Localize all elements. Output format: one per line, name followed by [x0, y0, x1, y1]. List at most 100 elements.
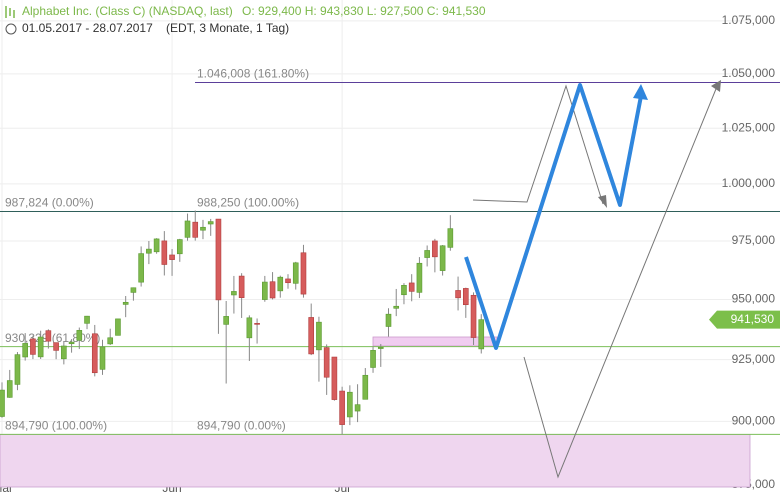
- blue-projection: [464, 83, 643, 350]
- candle-body: [99, 346, 106, 370]
- candle-body: [262, 281, 268, 300]
- candle-body: [45, 330, 52, 342]
- candle-body: [470, 294, 477, 338]
- candle-body: [192, 221, 199, 238]
- gray-projection: [523, 83, 719, 479]
- candle-body: [30, 338, 36, 355]
- arrow-head: [633, 84, 648, 100]
- y-tick-label: 925,000: [732, 352, 776, 366]
- candle-body: [393, 305, 400, 309]
- candle-body: [308, 317, 315, 355]
- level-label: 987,824 (0.00%): [5, 196, 94, 210]
- candle-body: [76, 330, 83, 341]
- zone-box: [372, 336, 498, 347]
- candle-body: [455, 290, 461, 299]
- gray-projection: [472, 84, 604, 205]
- price-tag-label: 941,530: [731, 312, 775, 326]
- candle-body: [354, 404, 361, 412]
- candle-body: [84, 315, 90, 324]
- candle-body: [439, 245, 446, 271]
- level-label: 930,329 (61.80%): [5, 331, 100, 345]
- candle-body: [130, 287, 137, 293]
- candle-body: [161, 240, 168, 265]
- candle-body: [169, 254, 175, 260]
- y-tick-label: 975,000: [732, 233, 776, 247]
- level-label: 894,790 (0.00%): [197, 419, 286, 433]
- candle-body: [447, 228, 454, 248]
- candle-body: [339, 390, 345, 425]
- clock-icon: [5, 23, 17, 35]
- header: Alphabet Inc. (Class C) (NASDAQ, last) O…: [5, 4, 486, 35]
- candle-body: [122, 301, 129, 305]
- candle-body: [292, 262, 299, 284]
- y-tick-label: 1.000,000: [722, 176, 776, 190]
- candle-body: [347, 391, 353, 418]
- quote: O: 929,400 H: 943,830 L: 927,500 C: 941,…: [242, 4, 486, 18]
- candle-body: [277, 276, 284, 292]
- candle-body: [254, 323, 260, 325]
- level-label: 1.046,008 (161.80%): [197, 67, 309, 81]
- candle-body: [478, 319, 485, 350]
- candle-body: [416, 262, 423, 293]
- candle-body: [37, 336, 44, 358]
- candle-body: [300, 252, 307, 295]
- candle-body: [0, 389, 5, 417]
- candle-body: [215, 218, 222, 301]
- candle-body: [331, 356, 338, 400]
- candle-body: [385, 313, 392, 327]
- y-tick-label: 900,000: [732, 414, 776, 428]
- level-label: 894,790 (100.00%): [5, 419, 107, 433]
- candle-body: [138, 253, 144, 283]
- drawings: [464, 80, 721, 479]
- arrow-head: [711, 80, 721, 92]
- candle-body: [323, 347, 330, 378]
- candle-body: [285, 278, 291, 284]
- candle-body: [115, 318, 121, 336]
- chart-title: Alphabet Inc. (Class C) (NASDAQ, last): [22, 4, 233, 18]
- candle-body: [462, 288, 469, 306]
- candle-body: [424, 250, 430, 258]
- subtitle: 01.05.2017 - 28.07.2017: [22, 21, 153, 35]
- subtitle-note: (EDT, 3 Monate, 1 Tag): [166, 21, 289, 35]
- candle-body: [401, 285, 407, 296]
- zone-box: [0, 434, 751, 488]
- candle-body: [377, 346, 384, 349]
- arrow-head: [598, 195, 607, 208]
- candle-body: [238, 275, 245, 298]
- candle-body: [146, 248, 152, 254]
- candle-body: [184, 220, 191, 238]
- candle-body: [432, 240, 438, 258]
- candle-body: [370, 350, 376, 368]
- candle-body: [153, 238, 160, 253]
- candle-body: [231, 291, 237, 296]
- plot-layer: 1.046,008 (161.80%) 987,824 (0.00%) 988,25…: [0, 67, 780, 435]
- candle-body: [91, 333, 98, 374]
- y-tick-label: 1.025,000: [722, 120, 776, 134]
- candle-body: [223, 316, 229, 325]
- candle-body: [61, 345, 67, 360]
- candle-body: [68, 341, 75, 345]
- candle-body: [176, 239, 183, 255]
- y-tick-label: 1.075,000: [722, 13, 776, 27]
- candle-body: [22, 343, 28, 358]
- candle-body: [14, 354, 21, 385]
- price-tag: [709, 310, 780, 329]
- candle-body: [6, 380, 13, 398]
- y-tick-label: 950,000: [732, 292, 776, 306]
- header-icon: [5, 6, 15, 18]
- candle-body: [362, 374, 369, 400]
- candle-body: [269, 281, 276, 299]
- y-tick-label: 1.050,000: [722, 66, 776, 80]
- candle-body: [53, 342, 59, 351]
- candle-body: [246, 317, 253, 339]
- candle-body: [316, 321, 322, 351]
- candle-body: [200, 226, 206, 231]
- x-tick-label: Mai: [0, 481, 12, 495]
- candle-body: [207, 221, 214, 225]
- level-label: 988,250 (100.00%): [197, 196, 299, 210]
- candle-body: [107, 337, 114, 345]
- candle-body: [408, 282, 415, 292]
